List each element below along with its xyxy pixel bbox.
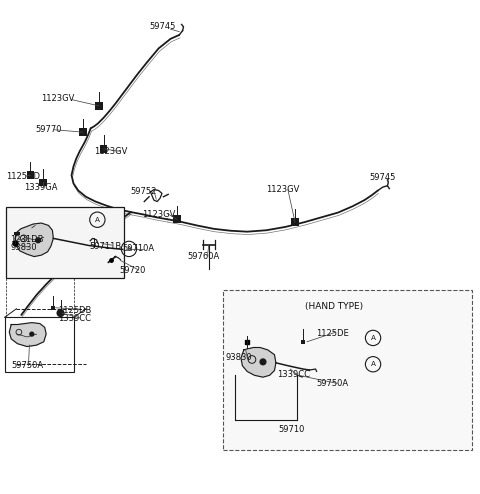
Text: 59710A: 59710A: [123, 245, 155, 253]
Bar: [51, 306, 56, 310]
Text: 1125DD: 1125DD: [6, 172, 40, 181]
Text: 59750A: 59750A: [317, 379, 348, 388]
Text: 59745: 59745: [369, 173, 396, 182]
Text: 1339CC: 1339CC: [58, 314, 91, 323]
Text: 1125DB: 1125DB: [58, 306, 92, 315]
Bar: [79, 128, 87, 136]
Text: 59770: 59770: [35, 125, 61, 134]
Text: 59720: 59720: [120, 266, 146, 276]
Polygon shape: [15, 223, 53, 256]
Bar: [39, 178, 47, 186]
Circle shape: [36, 238, 40, 243]
Text: 59711B: 59711B: [89, 242, 121, 250]
Text: 93830: 93830: [10, 244, 37, 252]
Text: 59752: 59752: [130, 187, 156, 197]
Text: 1123GV: 1123GV: [41, 94, 75, 103]
Circle shape: [30, 332, 34, 336]
Polygon shape: [9, 323, 46, 347]
Text: (HAND TYPE): (HAND TYPE): [305, 302, 363, 311]
Text: 93830: 93830: [226, 353, 252, 362]
Text: 1123GV: 1123GV: [142, 210, 175, 219]
Bar: [26, 171, 34, 179]
Bar: [301, 339, 305, 344]
Bar: [100, 145, 108, 153]
Polygon shape: [241, 347, 276, 377]
Bar: [13, 232, 20, 235]
Text: A: A: [371, 335, 375, 341]
Bar: [223, 290, 472, 451]
Text: 1123GV: 1123GV: [266, 185, 300, 194]
Bar: [6, 207, 124, 278]
Circle shape: [57, 310, 64, 316]
Text: A: A: [371, 361, 375, 367]
Text: A: A: [95, 217, 100, 223]
Text: 59745: 59745: [149, 22, 175, 31]
Text: 59750A: 59750A: [11, 361, 43, 370]
Bar: [291, 218, 299, 226]
Bar: [95, 102, 103, 110]
Text: 59710: 59710: [278, 425, 305, 434]
Text: A: A: [126, 246, 132, 252]
Circle shape: [260, 359, 266, 365]
Bar: [173, 215, 180, 223]
Text: 1339CC: 1339CC: [277, 370, 311, 379]
Text: 1339GA: 1339GA: [24, 183, 57, 192]
Bar: [4, 317, 74, 372]
Text: 59760A: 59760A: [187, 252, 220, 261]
Text: 1125DE: 1125DE: [316, 329, 348, 338]
Text: 1231DB: 1231DB: [10, 235, 44, 245]
Text: 1123GV: 1123GV: [94, 147, 127, 156]
